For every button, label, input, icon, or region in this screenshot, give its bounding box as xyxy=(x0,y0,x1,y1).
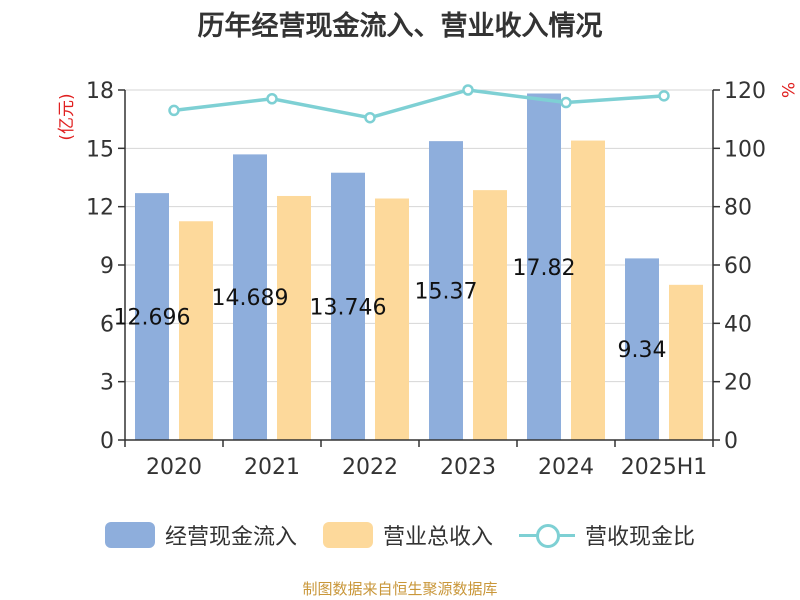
source-note: 制图数据来自恒生聚源数据库 xyxy=(302,580,498,598)
bars xyxy=(135,93,703,441)
x-tick-label: 2025H1 xyxy=(621,455,708,480)
ratio-point xyxy=(658,90,670,102)
x-tick-label: 2023 xyxy=(440,455,496,480)
right-tick-label: 0 xyxy=(724,429,738,454)
ratio-point xyxy=(560,96,572,109)
ratio-line-path xyxy=(173,88,665,120)
ratio-point xyxy=(266,93,278,105)
legend-item-revenue[interactable]: 营业总收入 xyxy=(322,519,493,551)
legend-swatch-revenue xyxy=(322,522,373,548)
x-tick-label: 2021 xyxy=(244,455,300,480)
right-tick-label: 120 xyxy=(724,79,766,104)
legend-label-cash-inflow: 经营现金流入 xyxy=(164,525,297,550)
right-axis-unit: % xyxy=(777,82,797,98)
legend-label-ratio: 营收现金比 xyxy=(585,525,696,550)
data-labels: 12.696 14.689 13.746 15.37 17.82 9.34 xyxy=(114,256,667,363)
ratio-point xyxy=(168,104,180,117)
legend-item-ratio[interactable]: 营收现金比 xyxy=(519,519,695,551)
x-tick-label: 2022 xyxy=(342,455,398,480)
x-tick-label: 2024 xyxy=(538,455,594,480)
bar-revenue xyxy=(277,195,311,440)
data-label-cash-inflow: 12.696 xyxy=(114,306,191,331)
left-tick-label: 18 xyxy=(86,79,114,104)
legend-item-cash-inflow[interactable]: 经营现金流入 xyxy=(104,519,297,551)
left-tick-label: 9 xyxy=(100,254,114,279)
bar-revenue xyxy=(473,190,507,440)
left-tick-label: 3 xyxy=(100,371,114,396)
data-label-cash-inflow: 17.82 xyxy=(513,256,576,281)
data-label-cash-inflow: 13.746 xyxy=(310,295,387,320)
legend: 经营现金流入 营业总收入 营收现金比 xyxy=(0,515,800,555)
legend-label-revenue: 营业总收入 xyxy=(382,525,493,550)
bar-revenue xyxy=(179,221,213,440)
bar-revenue xyxy=(571,140,605,441)
bar-cash-inflow xyxy=(429,141,463,440)
axes: 0 3 6 9 12 15 18 0 20 40 60 80 100 120 2020 2021 2022 202… xyxy=(57,79,797,480)
x-tick-label: 2020 xyxy=(146,455,202,480)
gridlines xyxy=(125,89,713,383)
data-label-cash-inflow: 14.689 xyxy=(212,286,289,311)
right-tick-label: 100 xyxy=(724,137,766,162)
data-label-cash-inflow: 9.34 xyxy=(618,338,667,363)
legend-swatch-cash-inflow xyxy=(104,522,155,548)
right-tick-label: 60 xyxy=(724,254,752,279)
left-tick-label: 15 xyxy=(86,137,114,162)
bar-cash-inflow xyxy=(625,258,659,440)
left-tick-label: 12 xyxy=(86,196,114,221)
chart-title: 历年经营现金流入、营业收入情况 xyxy=(197,11,603,42)
bar-cash-inflow xyxy=(331,172,365,440)
left-tick-label: 6 xyxy=(100,312,114,337)
left-axis-unit: (亿元) xyxy=(57,93,77,140)
legend-swatch-ratio xyxy=(519,522,575,548)
bar-cash-inflow xyxy=(135,193,169,440)
ratio-point xyxy=(364,111,376,124)
ratio-point xyxy=(462,84,474,96)
bar-revenue xyxy=(669,284,703,440)
right-tick-label: 20 xyxy=(724,371,752,396)
data-label-cash-inflow: 15.37 xyxy=(415,280,478,305)
ratio-line xyxy=(168,84,670,124)
bar-cash-inflow xyxy=(527,93,561,440)
left-tick-label: 0 xyxy=(100,429,114,454)
right-tick-label: 80 xyxy=(724,196,752,221)
right-tick-label: 40 xyxy=(724,312,752,337)
bar-revenue xyxy=(375,198,409,440)
bar-cash-inflow xyxy=(233,154,267,440)
